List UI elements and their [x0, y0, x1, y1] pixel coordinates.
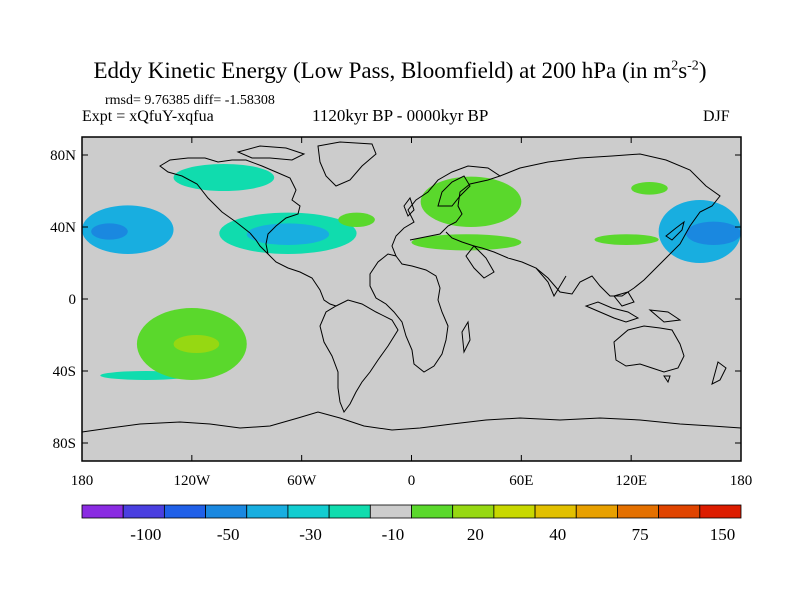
anomaly-region [91, 223, 128, 240]
colorbar-swatch [163, 504, 206, 519]
map-background [82, 137, 741, 461]
experiment-label: Expt = xQfuY-xqfua [82, 108, 214, 125]
anomaly-region [82, 205, 174, 254]
y-axis: 80N 40N 0 40S 80S [50, 148, 741, 452]
coast-antarctica [81, 411, 742, 433]
x-tick-label: 120E [615, 473, 647, 489]
colorbar-label: 150 [710, 525, 736, 544]
coast-north-america [159, 157, 337, 307]
anomaly-region [594, 234, 659, 246]
colorbar-swatch [617, 504, 660, 519]
x-tick-label: 60W [287, 473, 317, 489]
colorbar-label: -100 [130, 525, 161, 544]
anomaly-layer [82, 164, 742, 380]
colorbar-swatch [81, 504, 124, 519]
y-tick-label: 80S [53, 436, 76, 452]
chart-title: Eddy Kinetic Energy (Low Pass, Bloomfiel… [93, 58, 707, 83]
period-label: 1120kyr BP - 0000kyr BP [312, 106, 489, 125]
coast-africa [369, 253, 449, 373]
x-tick-label: 60E [509, 473, 533, 489]
coast-uk [403, 196, 415, 217]
colorbar-label: -50 [217, 525, 240, 544]
coast-india [535, 267, 567, 298]
coast-asia [445, 153, 721, 297]
anomaly-region [246, 223, 330, 245]
stats-text: rmsd= 9.76385 diff= -1.58308 [105, 93, 275, 108]
coast-arctic-islands [236, 145, 306, 161]
colorbar-label: 75 [632, 525, 649, 544]
coast-south-america [319, 299, 399, 414]
coast-madagascar [461, 320, 471, 354]
colorbar-swatch [369, 504, 412, 519]
y-tick-label: 40S [53, 364, 76, 380]
anomaly-region [411, 234, 522, 251]
coast-europe [391, 165, 502, 257]
x-tick-label: 120W [173, 473, 211, 489]
colorbar-swatch [287, 504, 330, 519]
colorbar-label: 40 [549, 525, 566, 544]
x-axis: 180 120W 60W 0 60E 120E 180 [71, 137, 753, 489]
season-label: DJF [703, 108, 730, 125]
colorbar-label: -30 [299, 525, 322, 544]
x-tick-label: 0 [408, 473, 416, 489]
coastlines [81, 141, 742, 433]
y-tick-label: 0 [69, 292, 77, 308]
colorbar-swatch [658, 504, 701, 519]
colorbar-swatch [575, 504, 618, 519]
colorbar-label: 20 [467, 525, 484, 544]
colorbar: -100 -50 -30 -10 20 40 75 150 [81, 504, 742, 544]
colorbar-swatch [452, 504, 495, 519]
colorbar-swatch [411, 504, 454, 519]
colorbar-swatch [699, 504, 742, 519]
colorbar-swatch [328, 504, 371, 519]
anomaly-region [173, 164, 275, 191]
colorbar-swatch [205, 504, 248, 519]
coast-scandinavia [437, 175, 471, 207]
coast-japan [665, 220, 685, 241]
coast-arabia [465, 245, 495, 279]
coast-indonesia [584, 301, 640, 323]
colorbar-swatch [534, 504, 577, 519]
anomaly-region [420, 176, 522, 227]
x-tick-label: 180 [730, 473, 753, 489]
colorbar-label: -10 [382, 525, 405, 544]
x-tick-label: 180 [71, 473, 94, 489]
coast-greenland [317, 141, 377, 187]
y-tick-label: 80N [50, 148, 76, 164]
anomaly-region [173, 335, 220, 353]
anomaly-region [631, 182, 668, 195]
coast-new-guinea [648, 309, 682, 323]
coast-new-zealand [711, 361, 727, 385]
coast-borneo [613, 291, 635, 307]
y-tick-label: 40N [50, 220, 76, 236]
anomaly-region [686, 221, 742, 245]
coast-north-america-gulf [249, 232, 269, 255]
colorbar-swatch [493, 504, 536, 519]
coast-tasmania [663, 375, 671, 384]
colorbar-swatch [246, 504, 289, 519]
anomaly-region [338, 212, 375, 227]
coast-australia [613, 325, 685, 373]
colorbar-swatch [122, 504, 165, 519]
